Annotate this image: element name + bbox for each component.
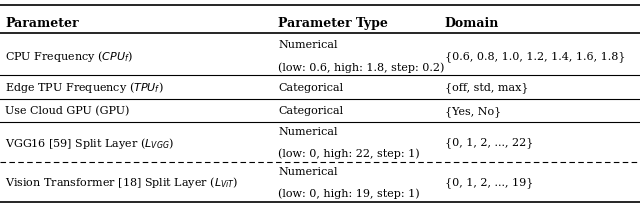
Text: (low: 0, high: 19, step: 1): (low: 0, high: 19, step: 1) [278,188,420,198]
Text: {0.6, 0.8, 1.0, 1.2, 1.4, 1.6, 1.8}: {0.6, 0.8, 1.0, 1.2, 1.4, 1.6, 1.8} [445,50,625,61]
Text: Parameter: Parameter [5,17,79,30]
Text: Numerical: Numerical [278,40,338,50]
Text: Parameter Type: Parameter Type [278,17,388,30]
Text: Numerical: Numerical [278,126,338,136]
Text: VGG16 [59] Split Layer ($L_{\mathit{VGG}}$): VGG16 [59] Split Layer ($L_{\mathit{VGG}… [5,135,174,150]
Text: Numerical: Numerical [278,166,338,176]
Text: Domain: Domain [445,17,499,30]
Text: {0, 1, 2, ..., 22}: {0, 1, 2, ..., 22} [445,137,533,148]
Text: Categorical: Categorical [278,82,344,92]
Text: {Yes, No}: {Yes, No} [445,105,501,116]
Text: CPU Frequency ($\mathit{CPU}_f$): CPU Frequency ($\mathit{CPU}_f$) [5,48,133,63]
Text: (low: 0, high: 22, step: 1): (low: 0, high: 22, step: 1) [278,148,420,159]
Text: Edge TPU Frequency ($\mathit{TPU}_f$): Edge TPU Frequency ($\mathit{TPU}_f$) [5,80,164,95]
Text: Vision Transformer [18] Split Layer ($L_{\mathit{ViT}}$): Vision Transformer [18] Split Layer ($L_… [5,174,239,190]
Text: (low: 0.6, high: 1.8, step: 0.2): (low: 0.6, high: 1.8, step: 0.2) [278,62,445,72]
Text: {0, 1, 2, ..., 19}: {0, 1, 2, ..., 19} [445,177,533,187]
Text: Categorical: Categorical [278,106,344,116]
Text: {off, std, max}: {off, std, max} [445,82,528,93]
Text: Use Cloud GPU (GPU): Use Cloud GPU (GPU) [5,106,129,116]
